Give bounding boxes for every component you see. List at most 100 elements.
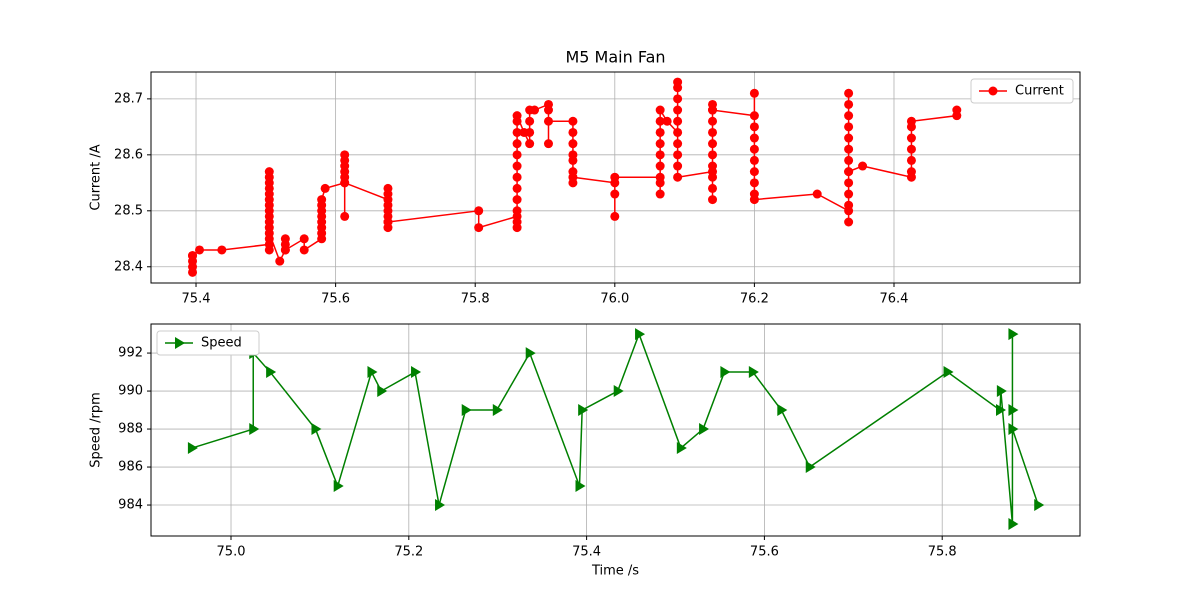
- x-tick-label: 76.2: [740, 292, 769, 307]
- data-point: [844, 167, 854, 177]
- plot-frame: [150, 71, 1081, 284]
- data-point: [844, 200, 854, 210]
- data-point: [655, 178, 665, 188]
- data-point: [512, 206, 522, 216]
- data-point: [906, 155, 916, 165]
- data-point: [264, 172, 274, 182]
- data-point: [264, 206, 274, 216]
- legend-marker: [988, 86, 998, 96]
- data-point: [844, 144, 854, 154]
- y-tick-label: 986: [118, 460, 143, 475]
- data-point: [340, 211, 350, 221]
- data-point: [708, 150, 718, 160]
- data-point: [749, 167, 759, 177]
- data-point: [1008, 518, 1019, 531]
- data-point: [673, 127, 683, 137]
- x-tick-label: 75.6: [321, 292, 350, 307]
- data-point: [673, 77, 683, 87]
- data-point: [844, 155, 854, 165]
- data-point: [906, 133, 916, 143]
- data-point: [844, 178, 854, 188]
- y-tick-label: 992: [118, 346, 143, 361]
- data-point: [512, 111, 522, 121]
- data-point: [525, 347, 536, 360]
- data-point: [906, 144, 916, 154]
- data-point: [512, 195, 522, 205]
- chart-title: M5 Main Fan: [565, 48, 665, 67]
- data-point: [673, 116, 683, 126]
- data-point: [512, 161, 522, 171]
- data-point: [708, 161, 718, 171]
- data-point: [383, 189, 393, 199]
- data-point: [673, 161, 683, 171]
- data-point: [720, 366, 731, 379]
- y-tick-label: 28.7: [114, 91, 143, 106]
- x-tick-label: 75.0: [217, 545, 246, 560]
- legend-label: Speed: [201, 336, 242, 351]
- y-tick-label: 984: [118, 498, 143, 513]
- data-point: [673, 172, 683, 182]
- data-point: [708, 172, 718, 182]
- legend-box: [970, 78, 1074, 104]
- data-point: [673, 150, 683, 160]
- data-point: [266, 366, 277, 379]
- x-tick-label: 76.4: [880, 292, 909, 307]
- x-tick-label: 75.4: [182, 292, 211, 307]
- data-point: [952, 105, 962, 115]
- data-point: [264, 217, 274, 227]
- data-point: [512, 127, 522, 137]
- data-point: [333, 480, 344, 493]
- data-point: [568, 155, 578, 165]
- data-point: [1008, 423, 1019, 436]
- y-tick-label: 990: [118, 384, 143, 399]
- data-point: [280, 234, 290, 244]
- data-point: [749, 88, 759, 98]
- data-point: [512, 217, 522, 227]
- data-point: [474, 206, 484, 216]
- data-point: [906, 167, 916, 177]
- data-point: [749, 133, 759, 143]
- data-point: [844, 189, 854, 199]
- data-point: [749, 122, 759, 132]
- data-point: [655, 161, 665, 171]
- data-point: [708, 195, 718, 205]
- y-tick-label: 28.5: [114, 203, 143, 218]
- data-point: [525, 139, 535, 149]
- data-point: [995, 404, 1006, 417]
- data-point: [748, 366, 759, 379]
- data-point: [858, 161, 868, 171]
- data-point: [543, 116, 553, 126]
- data-point: [655, 116, 665, 126]
- data-point: [777, 404, 788, 417]
- data-point: [411, 366, 422, 379]
- data-point: [568, 139, 578, 149]
- data-point: [299, 245, 309, 255]
- data-point: [749, 195, 759, 205]
- y-tick-label: 28.6: [114, 147, 143, 162]
- data-point: [340, 150, 350, 160]
- data-point: [377, 385, 388, 398]
- legend-marker: [175, 337, 185, 349]
- data-point: [512, 139, 522, 149]
- data-point: [708, 183, 718, 193]
- data-point: [812, 189, 822, 199]
- data-point: [275, 256, 285, 266]
- data-point: [749, 178, 759, 188]
- data-point: [635, 328, 646, 341]
- data-point: [844, 99, 854, 109]
- data-point: [317, 195, 327, 205]
- data-point: [512, 183, 522, 193]
- data-point: [474, 223, 484, 233]
- data-point: [264, 183, 274, 193]
- x-tick-label: 75.8: [928, 545, 957, 560]
- data-point: [708, 127, 718, 137]
- data-point: [320, 183, 330, 193]
- data-point: [662, 116, 672, 126]
- y-axis-label: Current /A: [89, 144, 104, 210]
- data-point: [543, 139, 553, 149]
- data-point: [383, 217, 393, 227]
- data-point: [844, 122, 854, 132]
- data-point: [525, 116, 535, 126]
- data-point: [367, 366, 378, 379]
